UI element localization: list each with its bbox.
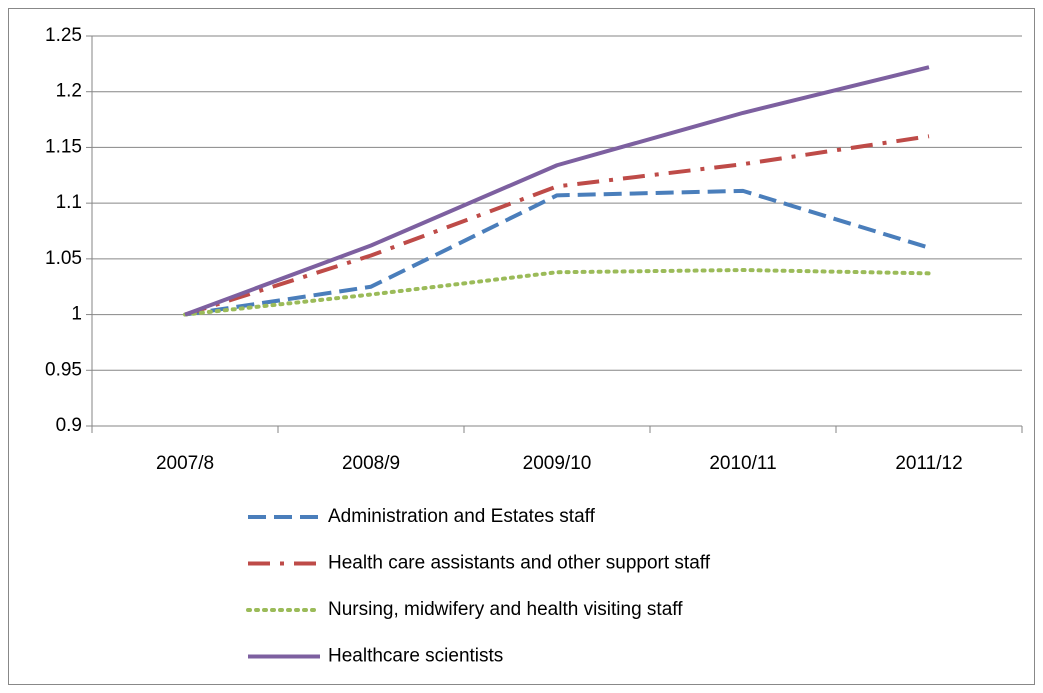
y-tick-label: 1.1 (56, 192, 82, 213)
y-tick-label: 1 (71, 304, 82, 325)
y-tick-label: 1.05 (45, 248, 82, 269)
series-line (184, 65, 930, 317)
legend-label: Healthcare scientists (328, 646, 503, 667)
y-tick-label: 1.2 (56, 81, 82, 102)
chart-border (8, 8, 1035, 685)
legend-label: Health care assistants and other support… (328, 553, 711, 574)
series-line (184, 188, 930, 317)
y-tick-label: 1.25 (45, 25, 82, 46)
x-tick-label: 2009/10 (523, 453, 592, 474)
x-tick-label: 2010/11 (709, 453, 776, 474)
series-line (183, 268, 931, 317)
legend-label: Nursing, midwifery and health visiting s… (328, 599, 683, 620)
y-tick-label: 0.9 (56, 415, 82, 436)
y-tick-label: 0.95 (45, 359, 82, 380)
x-tick-label: 2011/12 (895, 453, 962, 474)
y-tick-label: 1.15 (45, 136, 82, 157)
legend-label: Administration and Estates staff (328, 506, 596, 527)
x-tick-label: 2007/8 (156, 453, 214, 474)
x-tick-label: 2008/9 (342, 453, 400, 474)
